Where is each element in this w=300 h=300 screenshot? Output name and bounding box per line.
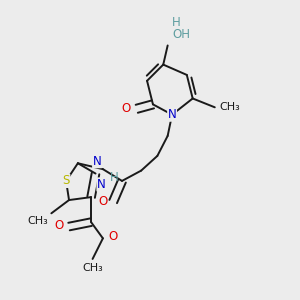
Text: O: O xyxy=(98,195,107,208)
Text: O: O xyxy=(54,219,63,232)
Text: OH: OH xyxy=(172,28,190,41)
Text: CH₃: CH₃ xyxy=(82,263,103,273)
Text: N: N xyxy=(97,178,106,191)
Text: O: O xyxy=(109,230,118,243)
Text: N: N xyxy=(93,155,101,168)
Text: CH₃: CH₃ xyxy=(28,216,48,226)
Text: S: S xyxy=(62,174,70,188)
Text: O: O xyxy=(122,102,131,115)
Text: H: H xyxy=(110,171,119,184)
Text: N: N xyxy=(168,108,176,121)
Text: CH₃: CH₃ xyxy=(219,102,240,112)
Text: H: H xyxy=(172,16,181,29)
